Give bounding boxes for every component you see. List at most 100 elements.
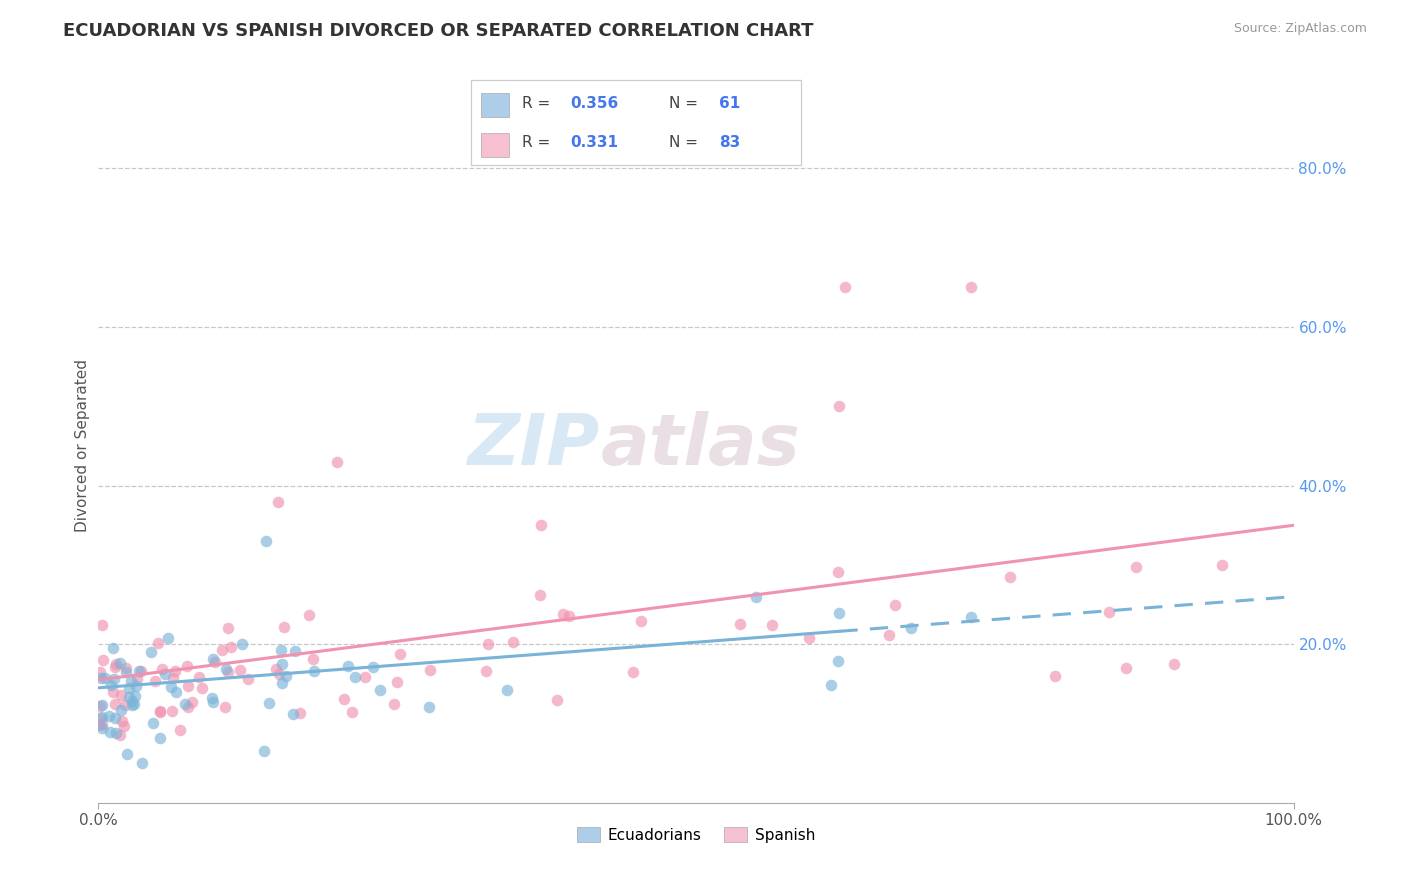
Point — [111, 714, 134, 729]
Point — [91, 698, 114, 712]
Point — [127, 672, 149, 686]
Point — [98, 724, 121, 739]
Point — [502, 634, 524, 648]
Point — [217, 621, 239, 635]
Point — [326, 455, 349, 469]
Point — [187, 670, 209, 684]
Point — [288, 706, 311, 720]
FancyBboxPatch shape — [481, 93, 509, 117]
Point — [385, 675, 408, 690]
Point — [474, 664, 496, 678]
Point — [160, 704, 183, 718]
Point — [149, 704, 172, 718]
Point — [267, 494, 290, 508]
Point — [211, 643, 233, 657]
Point — [354, 670, 377, 684]
Point — [630, 614, 652, 628]
Point — [477, 637, 499, 651]
Point — [214, 699, 236, 714]
Point — [269, 667, 291, 681]
Point — [159, 680, 181, 694]
Point — [162, 671, 184, 685]
Point — [959, 610, 981, 624]
Point — [121, 693, 143, 707]
Point — [121, 698, 143, 712]
Point — [105, 657, 128, 672]
Point — [165, 685, 187, 699]
Point — [143, 673, 166, 688]
Point — [149, 731, 172, 745]
Point — [104, 660, 127, 674]
Point — [201, 690, 224, 705]
Point — [202, 695, 225, 709]
Point — [274, 669, 297, 683]
Text: R =: R = — [522, 136, 551, 151]
Point — [108, 729, 131, 743]
Point — [115, 665, 138, 679]
Point — [621, 665, 644, 679]
Point — [495, 683, 517, 698]
Text: 0.331: 0.331 — [571, 136, 619, 151]
Text: ZIP: ZIP — [468, 411, 600, 481]
Point — [176, 679, 198, 693]
Point — [215, 661, 238, 675]
Point — [382, 697, 405, 711]
Point — [1098, 605, 1121, 619]
Point — [204, 655, 226, 669]
Point — [103, 641, 125, 656]
Point — [879, 628, 901, 642]
Point — [98, 708, 121, 723]
Point — [884, 598, 907, 612]
Point — [105, 726, 128, 740]
Point — [149, 705, 172, 719]
Point — [229, 663, 252, 677]
Legend: Ecuadorians, Spanish: Ecuadorians, Spanish — [571, 821, 821, 848]
Point — [110, 688, 132, 702]
Point — [90, 671, 112, 685]
Point — [112, 719, 135, 733]
Point — [163, 665, 186, 679]
Point — [146, 636, 169, 650]
Point — [142, 716, 165, 731]
Point — [745, 590, 768, 604]
Point — [1163, 657, 1185, 671]
Point — [960, 280, 983, 294]
Point — [169, 723, 191, 737]
Point — [827, 565, 849, 579]
Point — [271, 675, 294, 690]
Point — [273, 620, 295, 634]
Text: Source: ZipAtlas.com: Source: ZipAtlas.com — [1233, 22, 1367, 36]
Point — [124, 689, 146, 703]
Point — [91, 618, 114, 632]
Point — [361, 660, 384, 674]
Point — [834, 280, 856, 294]
Point — [343, 670, 366, 684]
Point — [257, 696, 280, 710]
Point — [1125, 559, 1147, 574]
Point — [157, 631, 180, 645]
Y-axis label: Divorced or Separated: Divorced or Separated — [75, 359, 90, 533]
Point — [900, 621, 922, 635]
Point — [219, 640, 242, 655]
Point — [828, 606, 851, 620]
Point — [302, 651, 325, 665]
Point — [103, 672, 125, 686]
Point — [336, 658, 359, 673]
Point — [94, 672, 117, 686]
Point — [333, 692, 356, 706]
Point — [761, 617, 783, 632]
Point — [118, 681, 141, 695]
Point — [114, 698, 136, 712]
Point — [115, 660, 138, 674]
Point — [418, 699, 440, 714]
Point — [820, 678, 842, 692]
Point — [236, 673, 259, 687]
Point — [125, 679, 148, 693]
Point — [1211, 558, 1233, 573]
Point — [1043, 669, 1066, 683]
Point — [122, 697, 145, 711]
Text: 0.356: 0.356 — [571, 95, 619, 111]
Point — [254, 534, 277, 549]
Point — [304, 664, 326, 678]
Point — [202, 652, 225, 666]
